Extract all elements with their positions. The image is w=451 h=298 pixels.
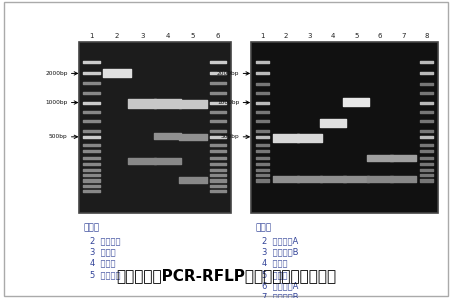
Text: 500bp: 500bp (49, 134, 68, 139)
Text: 2000bp: 2000bp (45, 71, 68, 76)
Text: 5  ヤマメ: 5 ヤマメ (262, 270, 287, 279)
Text: 2  ビワマス: 2 ビワマス (90, 236, 120, 245)
Text: 4  ヤマメ: 4 ヤマメ (90, 259, 115, 268)
Text: レーン: レーン (83, 224, 100, 232)
Text: 3: 3 (140, 33, 144, 39)
Text: 5: 5 (354, 33, 358, 39)
FancyBboxPatch shape (4, 2, 447, 296)
Text: 1: 1 (89, 33, 94, 39)
Text: 4: 4 (330, 33, 334, 39)
Text: 3: 3 (307, 33, 311, 39)
Text: 5  ニジマス: 5 ニジマス (90, 270, 120, 279)
Text: 1000bp: 1000bp (216, 100, 239, 105)
Text: 6  ニジマスA: 6 ニジマスA (262, 281, 298, 290)
Text: 7  ニジマスB: 7 ニジマスB (262, 293, 298, 298)
Text: 2: 2 (283, 33, 288, 39)
Text: 4  アマゴ: 4 アマゴ (262, 259, 287, 268)
Text: 8: 8 (423, 33, 428, 39)
Text: 7: 7 (400, 33, 405, 39)
Text: 1000bp: 1000bp (45, 100, 68, 105)
Text: 2  ビワマスA: 2 ビワマスA (262, 236, 298, 245)
Text: 2000bp: 2000bp (216, 71, 239, 76)
Text: 1: 1 (260, 33, 264, 39)
Text: 500bp: 500bp (221, 134, 239, 139)
Text: 2: 2 (115, 33, 119, 39)
Text: 6: 6 (215, 33, 220, 39)
Bar (79, 42, 230, 213)
Text: レーン: レーン (255, 224, 271, 232)
Text: 5: 5 (190, 33, 194, 39)
Text: ビワマスのPCR-RFLP法を用いた真贗判定法: ビワマスのPCR-RFLP法を用いた真贗判定法 (115, 268, 336, 283)
Text: 6: 6 (377, 33, 381, 39)
Text: 4: 4 (165, 33, 169, 39)
Text: 3  アマゴ: 3 アマゴ (90, 247, 116, 256)
Text: 3  ビワマスB: 3 ビワマスB (262, 247, 298, 256)
Bar (250, 42, 437, 213)
